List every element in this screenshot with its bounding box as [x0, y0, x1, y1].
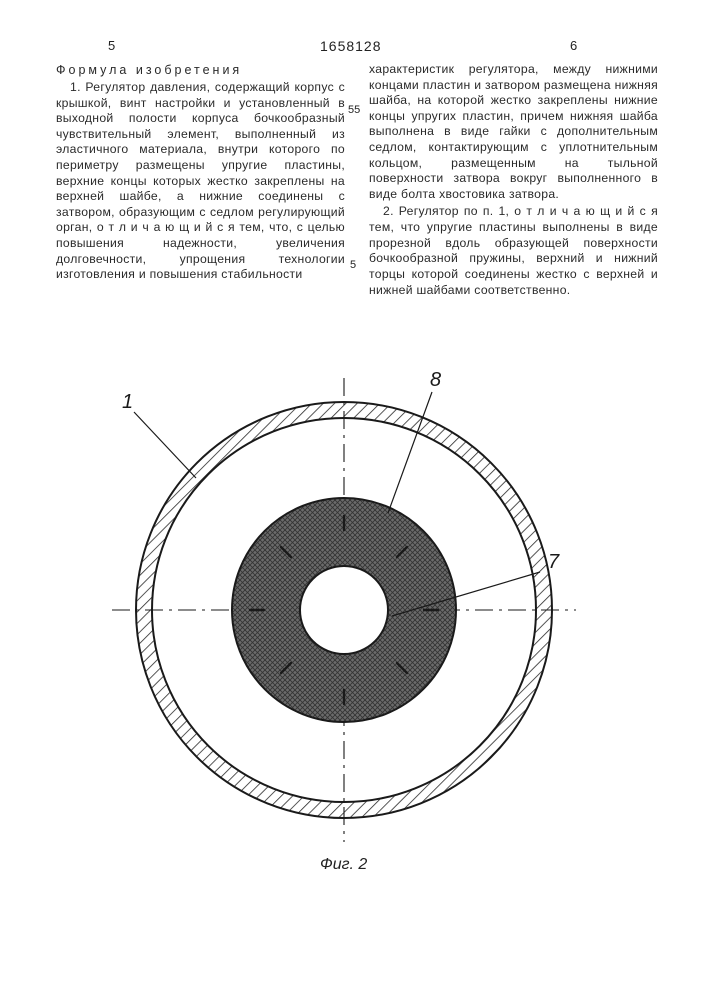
label-7: 7	[548, 551, 560, 573]
left-column-number: 5	[108, 38, 115, 53]
claim-2: 2. Регулятор по п. 1, о т л и ч а ю щ и …	[369, 204, 658, 298]
figure-caption: Фиг. 2	[320, 856, 367, 874]
figure-2: 1 8 7	[0, 330, 707, 890]
right-column: характеристик регулятора, между нижними …	[369, 62, 658, 300]
text-columns: Формула изобретения 1. Регулятор давлени…	[56, 62, 658, 300]
page: 5 1658128 6 55 5 Формула изобретения 1. …	[0, 0, 707, 1000]
label-8: 8	[430, 369, 441, 391]
formula-heading: Формула изобретения	[56, 62, 345, 78]
label-1: 1	[122, 391, 133, 413]
inner-annulus	[232, 498, 456, 722]
document-number: 1658128	[320, 38, 382, 54]
right-column-number: 6	[570, 38, 577, 53]
claim-1-right: характеристик регулятора, между нижними …	[369, 62, 658, 202]
left-column: Формула изобретения 1. Регулятор давлени…	[56, 62, 345, 300]
claim-1-left: 1. Регулятор давления, содержащий корпус…	[56, 80, 345, 283]
